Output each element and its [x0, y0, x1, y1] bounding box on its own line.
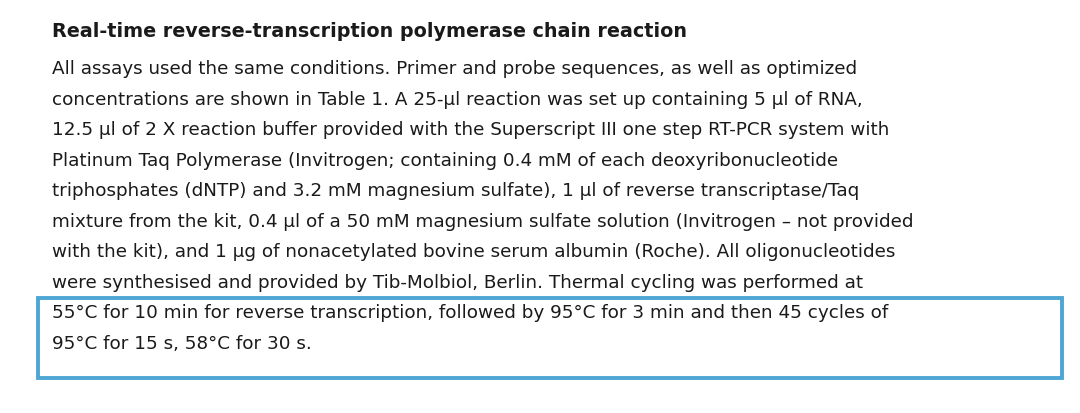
Text: with the kit), and 1 μg of nonacetylated bovine serum albumin (Roche). All oligo: with the kit), and 1 μg of nonacetylated…	[52, 242, 895, 261]
Text: 55°C for 10 min for reverse transcription, followed by 95°C for 3 min and then 4: 55°C for 10 min for reverse transcriptio…	[52, 304, 888, 321]
Text: 12.5 μl of 2 X reaction buffer provided with the Superscript III one step RT-PCR: 12.5 μl of 2 X reaction buffer provided …	[52, 121, 889, 139]
Bar	[38, 298, 1062, 378]
Text: were synthesised and provided by Tib-Molbiol, Berlin. Thermal cycling was perfor: were synthesised and provided by Tib-Mol…	[52, 273, 863, 291]
Text: triphosphates (dNTP) and 3.2 mM magnesium sulfate), 1 μl of reverse transcriptas: triphosphates (dNTP) and 3.2 mM magnesiu…	[52, 182, 860, 199]
Text: Real-time reverse-transcription polymerase chain reaction: Real-time reverse-transcription polymera…	[52, 22, 687, 41]
Text: All assays used the same conditions. Primer and probe sequences, as well as opti: All assays used the same conditions. Pri…	[52, 60, 858, 78]
Text: mixture from the kit, 0.4 μl of a 50 mM magnesium sulfate solution (Invitrogen –: mixture from the kit, 0.4 μl of a 50 mM …	[52, 212, 914, 230]
Text: 95°C for 15 s, 58°C for 30 s.: 95°C for 15 s, 58°C for 30 s.	[52, 334, 312, 352]
Text: Platinum Taq Polymerase (Invitrogen; containing 0.4 mM of each deoxyribonucleoti: Platinum Taq Polymerase (Invitrogen; con…	[52, 151, 838, 169]
Text: concentrations are shown in Table 1. A 25-μl reaction was set up containing 5 μl: concentrations are shown in Table 1. A 2…	[52, 90, 863, 108]
